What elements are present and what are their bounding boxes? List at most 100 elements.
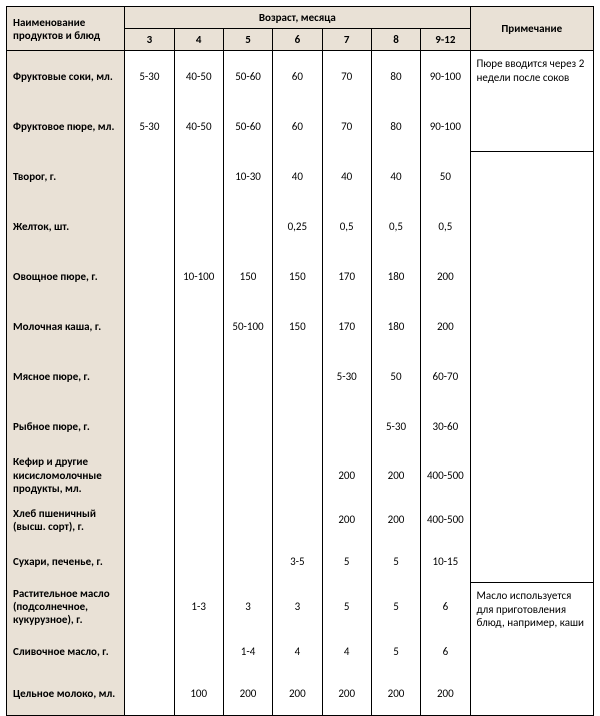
cell-value: 170 — [322, 251, 371, 301]
row-label: Желток, шт. — [7, 201, 125, 251]
cell-value: 3 — [223, 583, 272, 631]
cell-value: 40 — [322, 151, 371, 201]
cell-value: 10-100 — [174, 251, 223, 301]
cell-value: 50-60 — [223, 101, 272, 151]
cell-value: 3-5 — [273, 541, 322, 583]
cell-value: 90-100 — [421, 51, 470, 102]
cell-value: 50-100 — [223, 301, 272, 351]
cell-value: 200 — [421, 301, 470, 351]
cell-value: 5-30 — [371, 401, 420, 451]
cell-value: 170 — [322, 301, 371, 351]
cell-value: 200 — [273, 673, 322, 716]
row-label: Кефир и другие кисисломолочные продукты,… — [7, 451, 125, 499]
cell-value — [273, 451, 322, 499]
col-month-4: 4 — [174, 29, 223, 51]
cell-value: 150 — [273, 301, 322, 351]
cell-value: 40 — [273, 151, 322, 201]
row-label: Фруктовые соки, мл. — [7, 51, 125, 102]
note-cell — [470, 151, 593, 583]
col-header-age-group: Возраст, месяца — [125, 7, 470, 29]
cell-value: 4 — [273, 631, 322, 673]
cell-value: 80 — [371, 101, 420, 151]
cell-value — [125, 151, 174, 201]
cell-value: 400-500 — [421, 499, 470, 541]
cell-value: 0,25 — [273, 201, 322, 251]
cell-value: 5 — [371, 541, 420, 583]
cell-value — [174, 201, 223, 251]
cell-value: 5-30 — [322, 351, 371, 401]
table-row: Творог, г.10-3040404050 — [7, 151, 594, 201]
cell-value: 400-500 — [421, 451, 470, 499]
cell-value — [223, 201, 272, 251]
cell-value — [223, 451, 272, 499]
cell-value: 30-60 — [421, 401, 470, 451]
row-label: Фруктовое пюре, мл. — [7, 101, 125, 151]
cell-value — [174, 401, 223, 451]
note-cell: Пюре вводится через 2 недели после соков — [470, 51, 593, 152]
col-header-name: Наименование продуктов и блюд — [7, 7, 125, 51]
cell-value: 50-60 — [223, 51, 272, 102]
row-label: Сухари, печенье, г. — [7, 541, 125, 583]
row-label: Мясное пюре, г. — [7, 351, 125, 401]
col-month-8: 8 — [371, 29, 420, 51]
row-label: Молочная каша, г. — [7, 301, 125, 351]
cell-value: 200 — [322, 673, 371, 716]
cell-value: 200 — [322, 451, 371, 499]
table-row: Фруктовые соки, мл.5-3040-5050-606070809… — [7, 51, 594, 102]
row-label: Растительное масло (подсолнечное, кукуру… — [7, 583, 125, 631]
cell-value: 6 — [421, 631, 470, 673]
cell-value — [273, 401, 322, 451]
cell-value — [125, 351, 174, 401]
cell-value: 200 — [421, 251, 470, 301]
cell-value: 150 — [273, 251, 322, 301]
cell-value: 40-50 — [174, 101, 223, 151]
cell-value — [125, 541, 174, 583]
cell-value: 5 — [371, 631, 420, 673]
cell-value: 50 — [421, 151, 470, 201]
col-month-3: 3 — [125, 29, 174, 51]
cell-value — [174, 351, 223, 401]
cell-value — [223, 541, 272, 583]
cell-value — [125, 401, 174, 451]
cell-value — [223, 499, 272, 541]
cell-value — [174, 499, 223, 541]
cell-value: 60 — [273, 101, 322, 151]
cell-value: 5 — [322, 583, 371, 631]
cell-value — [273, 499, 322, 541]
cell-value — [174, 541, 223, 583]
cell-value: 0,5 — [371, 201, 420, 251]
cell-value — [223, 351, 272, 401]
row-label: Овощное пюре, г. — [7, 251, 125, 301]
cell-value: 200 — [371, 451, 420, 499]
col-month-912: 9-12 — [421, 29, 470, 51]
cell-value — [223, 401, 272, 451]
cell-value — [125, 499, 174, 541]
cell-value — [125, 251, 174, 301]
cell-value — [322, 401, 371, 451]
cell-value: 180 — [371, 251, 420, 301]
cell-value — [174, 151, 223, 201]
cell-value: 200 — [322, 499, 371, 541]
cell-value: 60 — [273, 51, 322, 102]
cell-value: 1-3 — [174, 583, 223, 631]
cell-value: 5-30 — [125, 51, 174, 102]
cell-value — [174, 301, 223, 351]
cell-value: 70 — [322, 101, 371, 151]
cell-value: 3 — [273, 583, 322, 631]
cell-value — [125, 583, 174, 631]
col-header-note: Примечание — [470, 7, 593, 51]
cell-value: 200 — [223, 673, 272, 716]
cell-value: 200 — [421, 673, 470, 716]
cell-value: 1-4 — [223, 631, 272, 673]
cell-value: 5 — [322, 541, 371, 583]
cell-value: 60-70 — [421, 351, 470, 401]
row-label: Рыбное пюре, г. — [7, 401, 125, 451]
note-cell: Масло используется для приготовления блю… — [470, 583, 593, 715]
row-label: Творог, г. — [7, 151, 125, 201]
cell-value: 5 — [371, 583, 420, 631]
cell-value: 200 — [371, 499, 420, 541]
row-label: Хлеб пшеничный (высш. сорт), г. — [7, 499, 125, 541]
cell-value: 180 — [371, 301, 420, 351]
cell-value: 0,5 — [322, 201, 371, 251]
cell-value — [125, 673, 174, 716]
